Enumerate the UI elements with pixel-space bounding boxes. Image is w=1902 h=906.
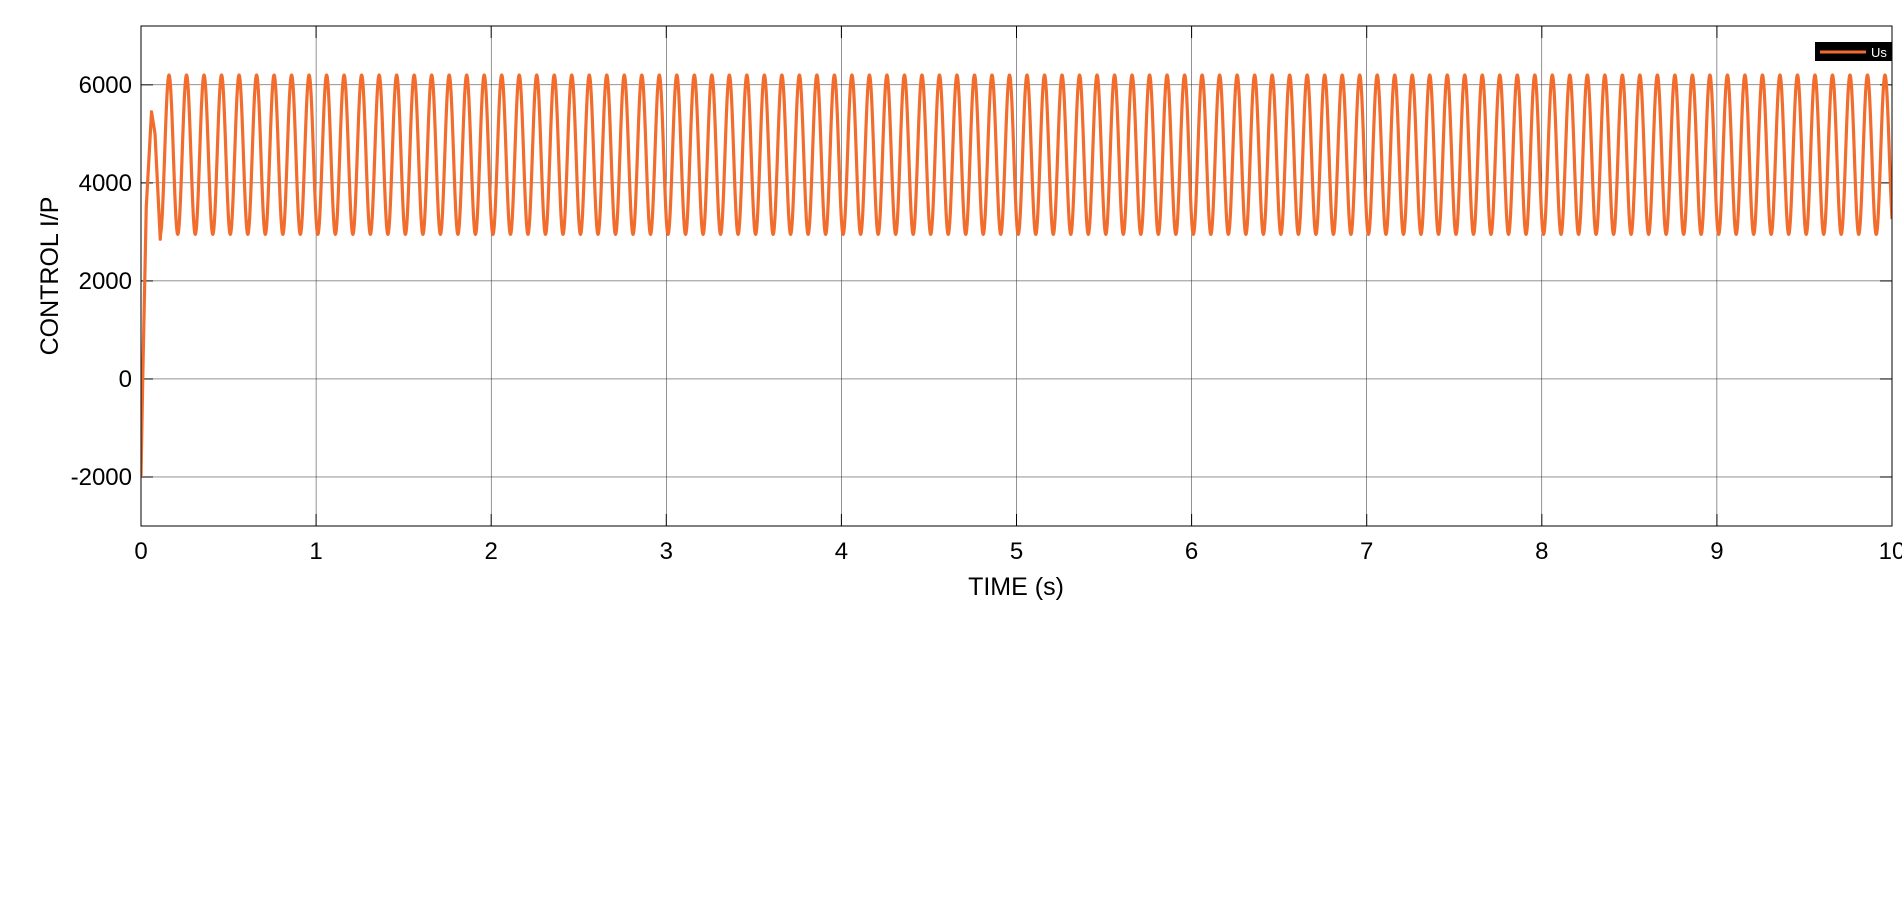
legend-label-us: Us	[1871, 45, 1887, 60]
plot-frame	[140, 25, 1893, 527]
series-line-us	[141, 73, 1892, 478]
x-tick-label: 0	[134, 538, 147, 565]
x-tick-label: 8	[1535, 538, 1548, 565]
x-tick-label: 6	[1185, 538, 1198, 565]
x-tick-label: 2	[485, 538, 498, 565]
grid	[140, 26, 1893, 526]
x-tick-label: 1	[309, 538, 322, 565]
y-tick-label: -2000	[71, 464, 132, 491]
x-tick-label: 5	[1010, 538, 1023, 565]
y-tick-labels: -2000 0 2000 4000 6000	[71, 72, 132, 491]
x-tick-label: 10	[1879, 538, 1902, 565]
y-tick-label: 2000	[79, 268, 132, 295]
y-axis-label: CONTROL I/P	[36, 197, 64, 356]
x-tick-label: 9	[1710, 538, 1723, 565]
x-tick-labels: 0 1 2 3 4 5 6 7 8 9 10	[134, 538, 1902, 565]
legend: Us	[1815, 42, 1892, 61]
x-axis-label: TIME (s)	[968, 573, 1064, 601]
y-tick-label: 6000	[79, 72, 132, 99]
y-tick-label: 4000	[79, 170, 132, 197]
x-tick-label: 7	[1360, 538, 1373, 565]
y-tick-label: 0	[119, 366, 132, 393]
x-tick-label: 3	[660, 538, 673, 565]
x-tick-label: 4	[835, 538, 848, 565]
